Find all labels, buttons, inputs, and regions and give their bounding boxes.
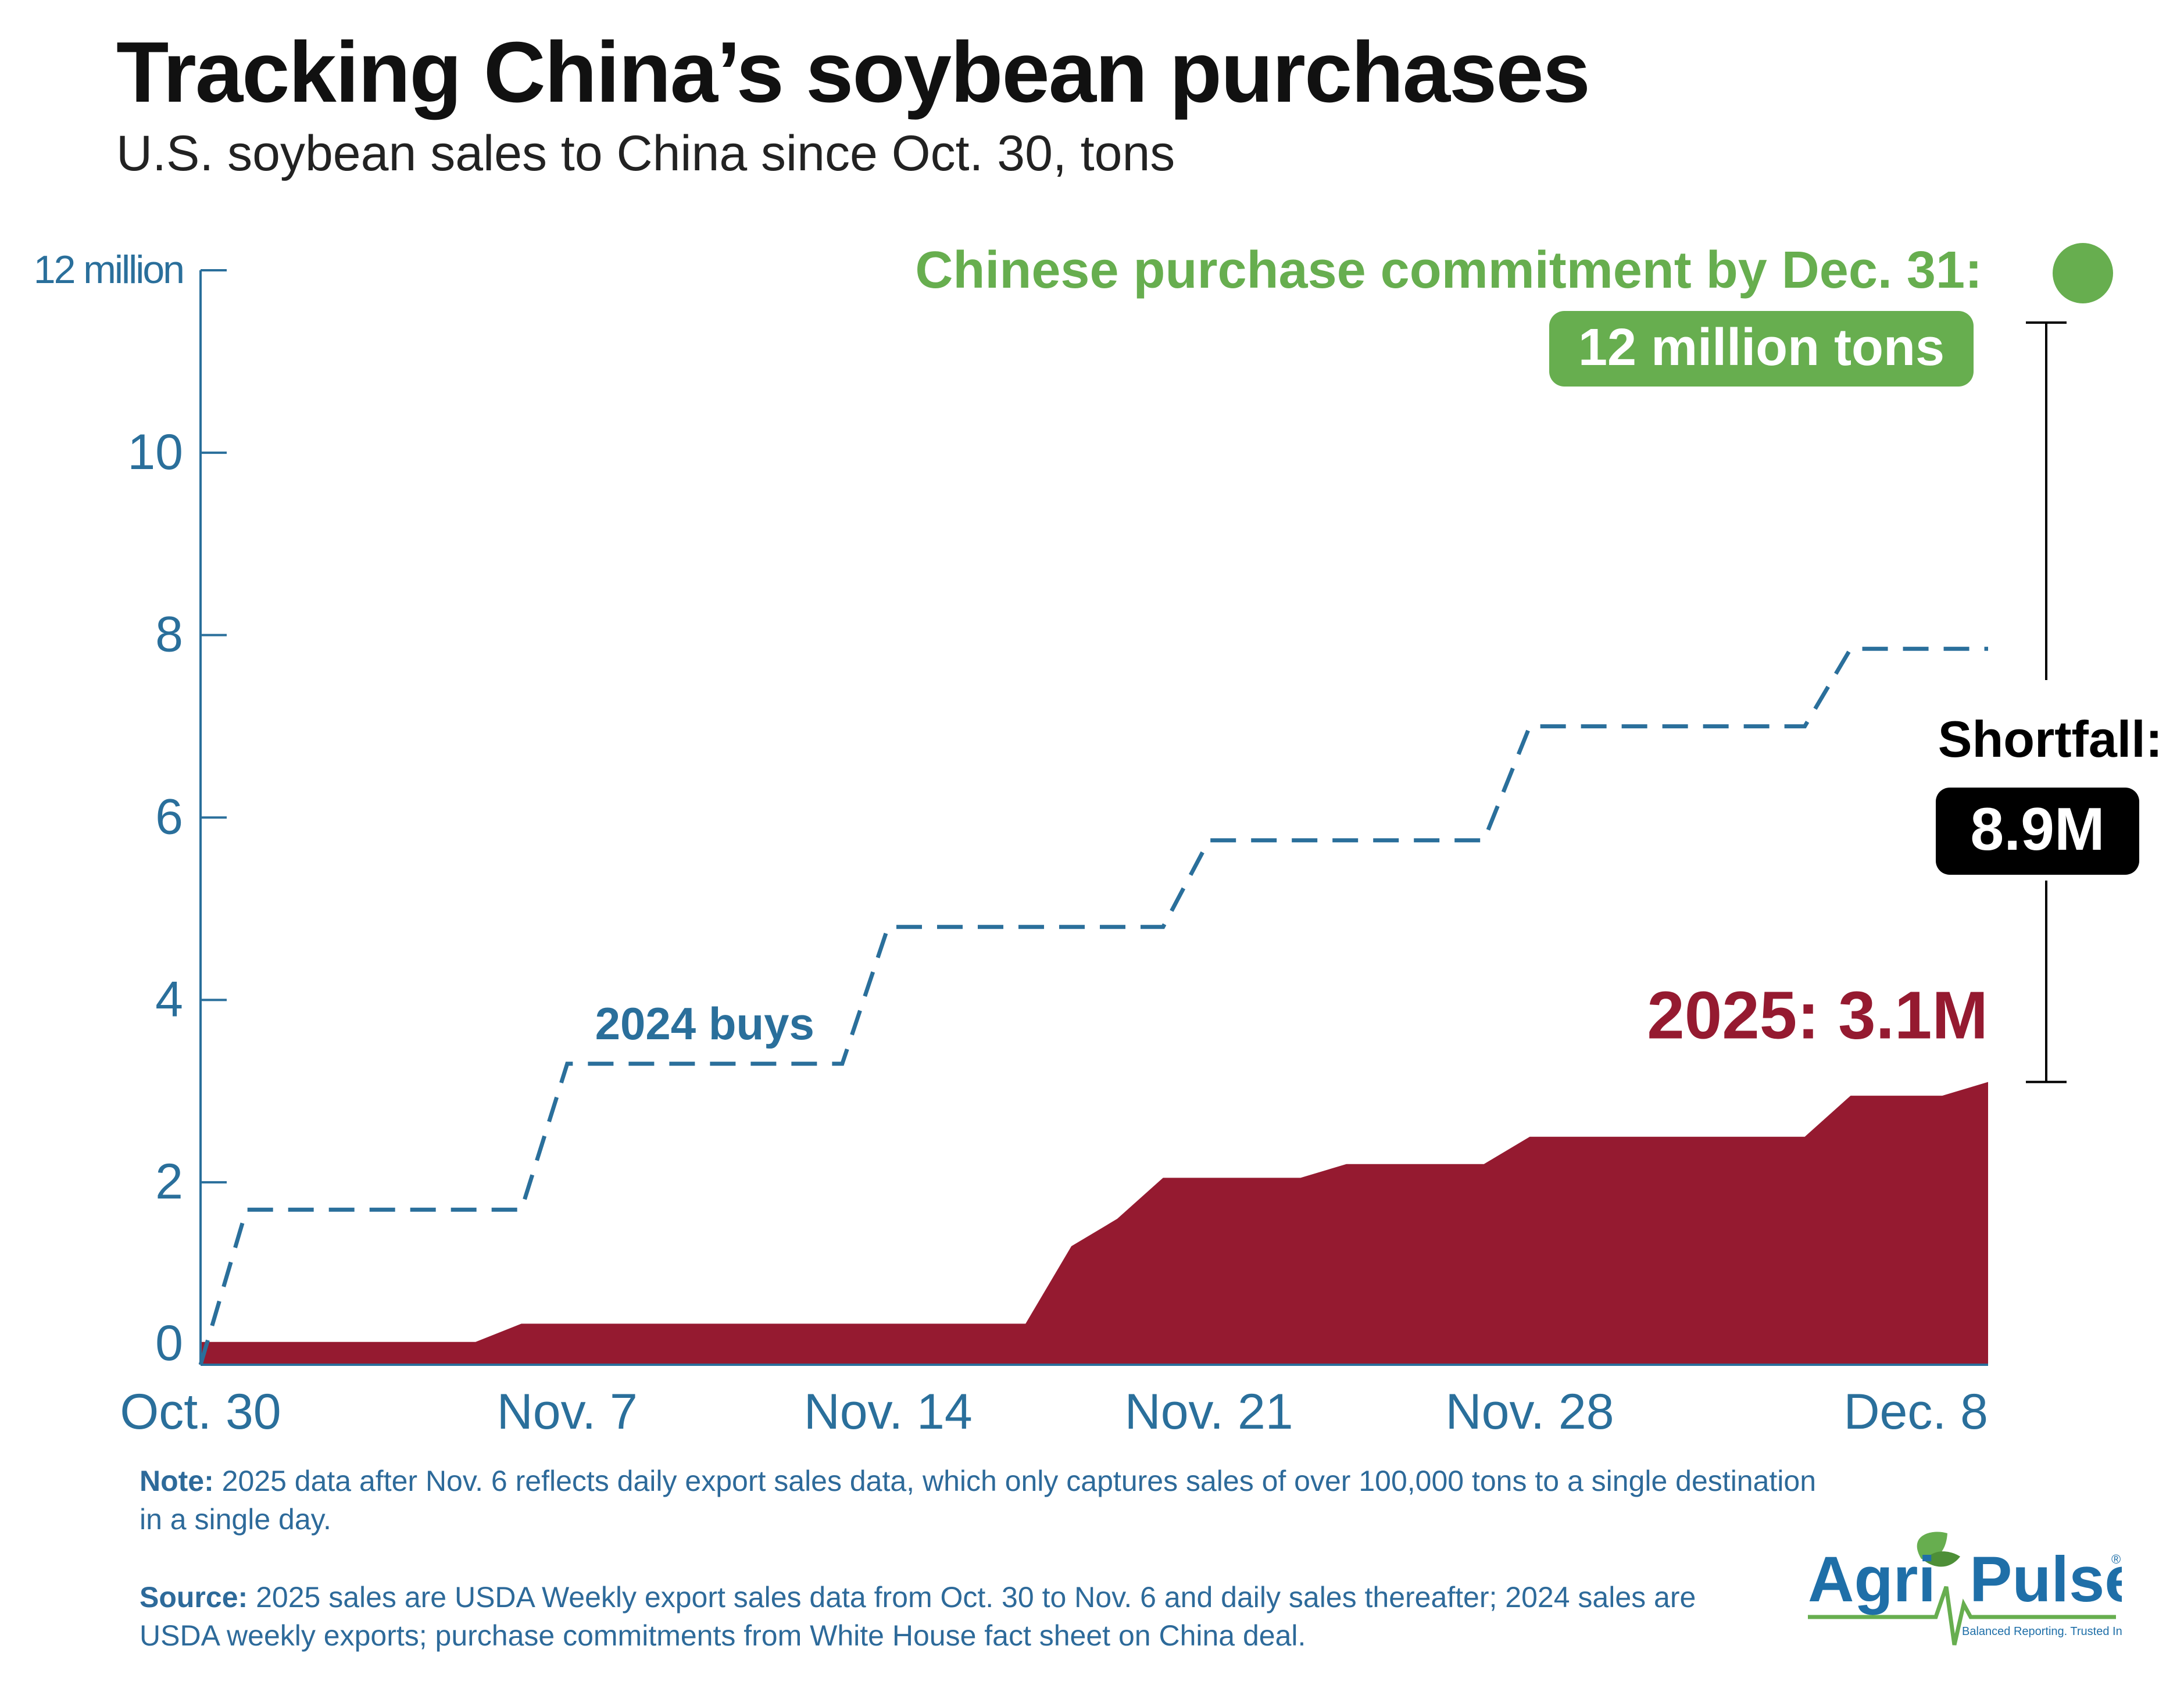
shortfall-value: 8.9M xyxy=(1970,796,2104,863)
chart-title: Tracking China’s soybean purchases xyxy=(116,24,1590,120)
annotations: 2025: 3.1M Chinese purchase commitment by… xyxy=(915,241,2162,1083)
chart: 2024 buys 0 2 4 6 8 10 12 million Oct. 30 Nov. 7… xyxy=(34,241,2162,1440)
leaf-icon xyxy=(1924,1551,1960,1567)
commitment-badge-text: 12 million tons xyxy=(1578,319,1944,377)
agri-pulse-logo: Agri Pulse ® Balanced Reporting. Trusted… xyxy=(1808,1532,2122,1645)
x-tick-label: Oct. 30 xyxy=(120,1384,281,1440)
logo-tagline: Balanced Reporting. Trusted Insights. xyxy=(1962,1625,2122,1638)
y-tick-label: 2 xyxy=(155,1154,183,1210)
series-2024-line xyxy=(198,646,1988,1365)
x-tick-label: Nov. 21 xyxy=(1125,1384,1293,1440)
shortfall-label: Shortfall: xyxy=(1938,710,2162,768)
y-tick-label: 8 xyxy=(155,607,183,663)
series-2025-end-label: 2025: 3.1M xyxy=(1647,978,1988,1053)
note-line-2: in a single day. xyxy=(140,1503,331,1536)
logo-registered: ® xyxy=(2111,1552,2121,1566)
axes: 0 2 4 6 8 10 12 million Oct. 30 Nov. 7 Nov. 14 Nov… xyxy=(34,248,1988,1440)
commitment-marker xyxy=(2053,243,2113,303)
logo-agri: Agri xyxy=(1808,1544,1936,1615)
pulse-line xyxy=(1808,1586,2116,1645)
series-2025-area xyxy=(201,1082,1988,1365)
series-2024-layer: 2024 buys xyxy=(198,646,1988,1365)
logo-pulse: Pulse xyxy=(1969,1544,2122,1615)
x-tick-label: Nov. 7 xyxy=(497,1384,638,1440)
shortfall-badge xyxy=(1936,788,2139,875)
chart-subtitle: U.S. soybean sales to China since Oct. 3… xyxy=(116,126,1175,181)
y-tick-label: 0 xyxy=(155,1315,183,1371)
note-heading: Note: xyxy=(140,1465,214,1497)
x-tick-label: Nov. 14 xyxy=(804,1384,973,1440)
source-block: Source: 2025 sales are USDA Weekly expor… xyxy=(140,1578,1696,1655)
source-line-1: 2025 sales are USDA Weekly export sales … xyxy=(256,1581,1696,1614)
y-tick-label: 4 xyxy=(155,971,183,1027)
y-tick-label: 12 million xyxy=(34,248,183,292)
source-line-2: USDA weekly exports; purchase commitment… xyxy=(140,1619,1306,1652)
series-2024-label: 2024 buys xyxy=(595,998,814,1049)
series-2025-layer xyxy=(201,1082,1988,1365)
commitment-label: Chinese purchase commitment by Dec. 31: xyxy=(915,241,1982,299)
y-tick-label: 6 xyxy=(155,789,183,845)
commitment-badge xyxy=(1549,311,1974,387)
note-line-1: 2025 data after Nov. 6 reflects daily ex… xyxy=(221,1465,1817,1497)
source-heading: Source: xyxy=(140,1581,248,1614)
x-tick-label: Nov. 28 xyxy=(1446,1384,1614,1440)
x-tick-label: Dec. 8 xyxy=(1843,1384,1988,1440)
note-block: Note: 2025 data after Nov. 6 reflects da… xyxy=(140,1462,1816,1539)
y-tick-label: 10 xyxy=(127,424,183,480)
